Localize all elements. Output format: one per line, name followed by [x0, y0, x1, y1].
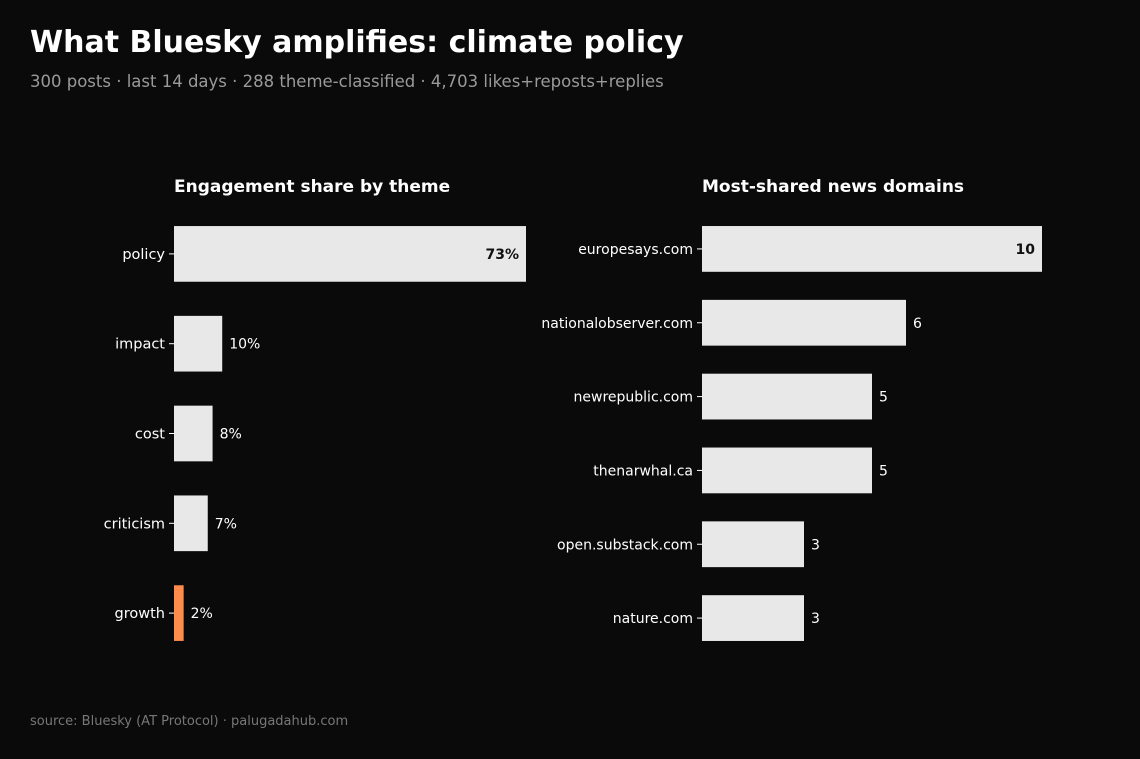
- bar-impact: [174, 315, 223, 372]
- category-label: nature.com: [613, 611, 693, 627]
- value-label: 5: [879, 390, 888, 406]
- value-label: 7%: [215, 516, 237, 532]
- category-label: cost: [135, 427, 165, 443]
- source-note: source: Bluesky (AT Protocol) · palugada…: [30, 714, 349, 729]
- bar-nature-com: [702, 595, 804, 641]
- bar-policy: [174, 226, 526, 282]
- value-label: 5: [879, 463, 888, 479]
- category-label: thenarwhal.ca: [593, 463, 693, 479]
- bar-thenarwhal-ca: [702, 447, 872, 494]
- bar-newrepublic-com: [702, 373, 872, 420]
- theme-engagement-chart: Engagement share by theme policy 73% impac…: [104, 177, 526, 641]
- bar-europesays-com: [702, 226, 1042, 272]
- value-label: 3: [811, 611, 820, 627]
- news-domains-chart: Most-shared news domains europesays.com 1…: [541, 177, 1042, 641]
- category-label: open.substack.com: [557, 537, 693, 553]
- category-label: impact: [115, 337, 165, 353]
- value-label: 2%: [191, 606, 213, 622]
- page-title: What Bluesky amplifies: climate policy: [30, 25, 684, 60]
- category-label: nationalobserver.com: [541, 316, 693, 332]
- bar-open-substack-com: [702, 521, 804, 568]
- value-label: 73%: [485, 247, 519, 263]
- category-label: policy: [122, 247, 165, 263]
- value-label: 3: [811, 537, 820, 553]
- bar-cost: [174, 405, 213, 462]
- bar-growth: [174, 585, 184, 641]
- domain-chart-title: Most-shared news domains: [702, 177, 964, 197]
- value-label: 8%: [220, 427, 242, 443]
- category-label: europesays.com: [578, 242, 693, 258]
- bar-nationalobserver-com: [702, 299, 906, 346]
- page-subtitle: 300 posts · last 14 days · 288 theme-cla…: [30, 72, 664, 91]
- category-label: criticism: [104, 516, 165, 532]
- value-label: 6: [913, 316, 922, 332]
- category-label: newrepublic.com: [574, 390, 693, 406]
- value-label: 10: [1016, 242, 1036, 258]
- value-label: 10%: [229, 337, 260, 353]
- category-label: growth: [115, 606, 165, 622]
- bar-criticism: [174, 495, 208, 552]
- theme-chart-title: Engagement share by theme: [174, 177, 450, 197]
